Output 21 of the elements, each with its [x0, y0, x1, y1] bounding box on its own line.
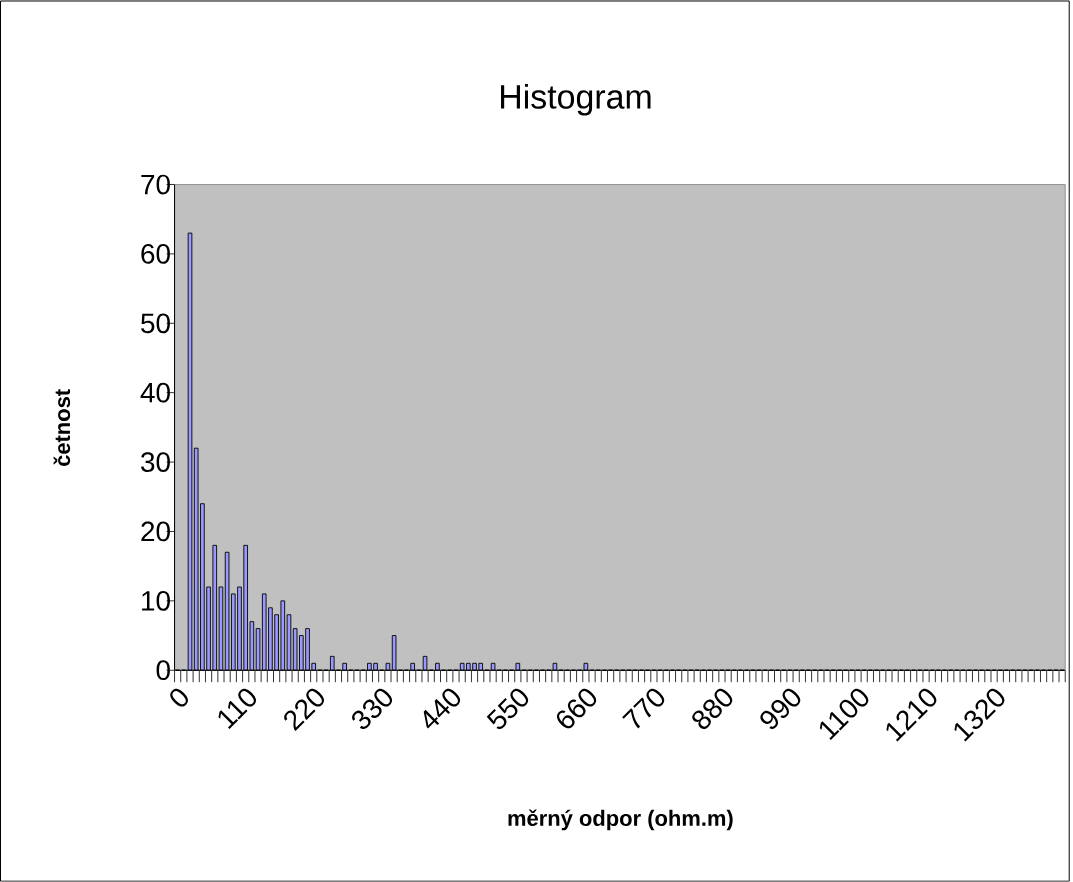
y-tick-label: 40 — [140, 382, 170, 403]
x-tick-label: 770 — [622, 688, 665, 729]
y-tick-label: 70 — [141, 174, 170, 195]
y-axis-title: četnost — [53, 389, 71, 467]
x-tick-label: 110 — [218, 688, 256, 730]
x-axis-title: měrný odpor (ohm.m) — [508, 809, 733, 831]
y-tick-label: 20 — [141, 521, 170, 542]
x-tick-label: 990 — [760, 688, 801, 730]
x-tick-label: 330 — [352, 688, 393, 730]
x-tick-label: 0 — [170, 688, 188, 707]
y-tick-label: 30 — [141, 452, 170, 473]
x-tick-label: 440 — [423, 688, 461, 729]
y-tick-label: 50 — [141, 313, 170, 334]
x-tick-label: 220 — [284, 688, 325, 732]
x-tick-label: 880 — [692, 688, 733, 730]
chart-title: Histogram — [501, 84, 651, 116]
y-tick-label: 0 — [156, 660, 170, 681]
x-tick-label: 550 — [486, 688, 529, 730]
y-tick-label: 60 — [141, 244, 170, 264]
x-tick-label: 660 — [556, 688, 597, 729]
y-tick-label: 10 — [142, 591, 170, 611]
